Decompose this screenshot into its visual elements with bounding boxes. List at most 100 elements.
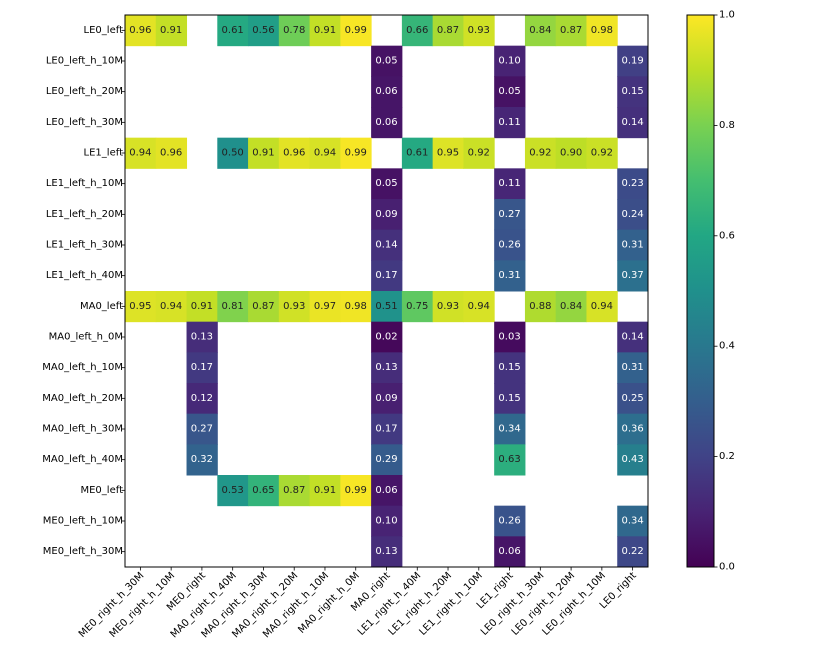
heatmap-cell <box>401 291 434 323</box>
y-tick-label: MA0_left <box>80 301 123 312</box>
heatmap-cell <box>217 291 249 323</box>
cell-value-label: 0.31 <box>621 240 643 251</box>
cell-value-label: 0.17 <box>191 362 213 373</box>
y-tick-label: MA0_left_h_30M <box>42 424 123 435</box>
cell-value-label: 0.93 <box>468 25 490 36</box>
heatmap-cell <box>617 229 649 261</box>
cell-value-label: 0.50 <box>222 148 244 159</box>
cell-value-label: 0.98 <box>591 25 613 36</box>
heatmap-cell <box>371 383 403 415</box>
cell-value-label: 0.11 <box>498 117 520 128</box>
heatmap-cell <box>309 137 341 169</box>
cell-value-label: 0.29 <box>375 454 397 465</box>
cell-value-label: 0.75 <box>406 301 428 312</box>
cell-value-label: 0.99 <box>345 148 367 159</box>
cell-value-label: 0.23 <box>621 178 643 189</box>
cell-value-label: 0.14 <box>621 332 643 343</box>
heatmap-cell <box>186 352 218 384</box>
heatmap-cell <box>432 15 464 47</box>
heatmap-cell <box>617 352 649 384</box>
heatmap-cell <box>463 291 495 323</box>
y-tick-label: MA0_left_h_20M <box>42 393 123 404</box>
heatmap-cell <box>555 15 587 47</box>
cell-value-label: 0.27 <box>498 209 520 220</box>
cell-value-label: 0.15 <box>498 362 520 373</box>
cell-value-label: 0.06 <box>375 485 397 496</box>
heatmap-cell <box>617 107 649 139</box>
cell-value-label: 0.94 <box>160 301 182 312</box>
heatmap-cell <box>248 137 280 169</box>
heatmap-cell <box>340 475 372 507</box>
cell-value-label: 0.06 <box>498 546 520 557</box>
cell-value-label: 0.96 <box>160 148 182 159</box>
heatmap-cell <box>494 260 526 292</box>
heatmap-cell <box>586 291 618 323</box>
cell-value-label: 0.88 <box>529 301 551 312</box>
cell-value-label: 0.84 <box>560 301 582 312</box>
y-tick-label: LE0_left_h_10M <box>46 56 123 67</box>
cell-value-label: 0.87 <box>283 485 305 496</box>
heatmap-cell <box>617 444 649 476</box>
heatmap-cell <box>186 321 218 353</box>
cell-value-label: 0.13 <box>191 332 213 343</box>
cell-value-label: 0.09 <box>375 209 397 220</box>
heatmap-cell <box>217 15 249 47</box>
heatmap-cell <box>278 475 311 507</box>
y-tick-label: ME0_left_h_10M <box>43 516 123 527</box>
cell-value-label: 0.17 <box>375 424 397 435</box>
y-tick-label: LE1_left_h_40M <box>46 270 123 281</box>
heatmap-cell <box>617 45 649 77</box>
heatmap-cell <box>371 260 403 292</box>
cell-value-label: 0.94 <box>129 148 151 159</box>
cell-value-label: 0.94 <box>314 148 336 159</box>
heatmap-cell <box>278 291 311 323</box>
cell-value-label: 0.25 <box>621 393 643 404</box>
cell-value-label: 0.05 <box>375 178 397 189</box>
heatmap-cell <box>278 15 311 47</box>
y-tick-label: LE1_left_h_20M <box>46 209 123 220</box>
heatmap-cell <box>371 352 403 384</box>
cell-value-label: 0.26 <box>498 516 520 527</box>
y-tick-label: ME0_left_h_30M <box>43 546 123 557</box>
heatmap-cell <box>524 291 557 323</box>
heatmap-cell <box>371 536 403 568</box>
heatmap-cell <box>617 383 649 415</box>
cell-value-label: 0.91 <box>160 25 182 36</box>
y-tick-label: LE1_left <box>84 148 124 159</box>
cell-value-label: 0.63 <box>498 454 520 465</box>
y-tick-label: LE0_left_h_20M <box>46 86 123 97</box>
cell-value-label: 0.92 <box>468 148 490 159</box>
heatmap-cell <box>186 383 218 415</box>
cell-value-label: 0.31 <box>498 270 520 281</box>
cell-value-label: 0.11 <box>498 178 520 189</box>
cell-value-label: 0.09 <box>375 393 397 404</box>
heatmap-cell <box>371 321 403 353</box>
heatmap-cell <box>524 137 557 169</box>
cell-value-label: 0.61 <box>222 25 244 36</box>
cell-value-label: 0.96 <box>129 25 151 36</box>
heatmap-cell <box>494 536 526 568</box>
heatmap-cell <box>463 137 495 169</box>
cell-value-label: 0.87 <box>437 25 459 36</box>
cell-value-label: 0.34 <box>498 424 520 435</box>
cell-value-label: 0.19 <box>621 56 643 67</box>
heatmap-cell <box>248 475 280 507</box>
heatmap-cell <box>494 505 526 537</box>
cell-value-label: 0.05 <box>498 86 520 97</box>
heatmap-cell <box>248 291 280 323</box>
cell-value-label: 0.99 <box>345 25 367 36</box>
cell-value-label: 0.43 <box>621 454 643 465</box>
heatmap-cell <box>617 413 649 445</box>
cell-value-label: 0.91 <box>314 485 336 496</box>
heatmap-cell <box>217 475 249 507</box>
cell-value-label: 0.27 <box>191 424 213 435</box>
heatmap-cell <box>432 137 464 169</box>
heatmap-cell <box>401 137 434 169</box>
heatmap-cell <box>309 15 341 47</box>
heatmap-cell <box>125 15 157 47</box>
heatmap-cell <box>494 199 526 231</box>
colorbar-tick-label: 0.4 <box>719 341 735 352</box>
cell-value-label: 0.34 <box>621 516 643 527</box>
heatmap-cell <box>401 15 434 47</box>
heatmap-cell <box>217 137 249 169</box>
